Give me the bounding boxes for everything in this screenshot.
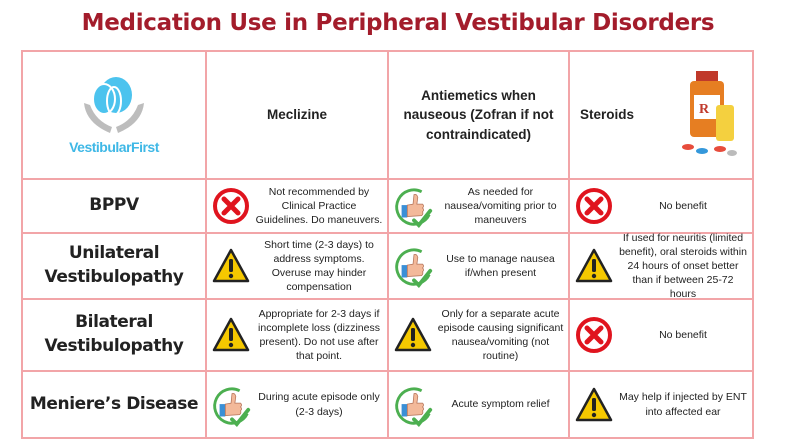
thumbs-up-check-icon [393,385,433,427]
column-header-antiemetics: Antiemetics when nauseous (Zofran if not… [388,51,569,179]
cell-text: No benefit [659,328,707,341]
table-cell: Not recommended by Clinical Practice Gui… [206,179,388,233]
column-header-meclizine: Meclizine [206,51,388,179]
table-cell: May help if injected by ENT into affecte… [569,371,753,438]
warning-icon [393,315,433,355]
table-cell: No benefit [569,299,753,371]
svg-text:R: R [699,102,710,117]
row-header: BPPV [22,179,206,233]
x-circle-icon [211,186,251,226]
warning-icon [574,246,614,286]
row-header: Meniere’s Disease [22,371,206,438]
cell-text: Appropriate for 2-3 days if incomplete l… [258,307,380,363]
cell-text: Use to manage nausea if/when present [446,252,555,279]
table-cell: If used for neuritis (limited benefit), … [569,231,753,301]
page-title: Medication Use in Peripheral Vestibular … [81,10,715,36]
cell-text: Short time (2-3 days) to address symptom… [264,238,374,294]
cell-text: Acute symptom relief [451,398,550,411]
warning-icon [574,385,614,425]
table-cell: No benefit [569,179,753,233]
medication-table: VestibularFirst Meclizine Antiemetics wh… [21,50,754,439]
cell-text: As needed for nausea/vomiting prior to m… [444,185,557,227]
cell-text: No benefit [659,199,707,212]
cell-text: During acute episode only (2-3 days) [258,391,380,418]
logo-hands-icon [83,77,144,133]
steroids-label: Steroids [580,107,635,123]
table-cell: Use to manage nausea if/when present [388,233,569,299]
table-cell: Appropriate for 2-3 days if incomplete l… [206,299,388,371]
warning-icon [211,315,251,355]
row-header: Bilateral Vestibulopathy [22,299,206,371]
cell-text: May help if injected by ENT into affecte… [619,391,747,418]
warning-icon [211,246,251,286]
x-circle-icon [574,315,614,355]
table-cell: Acute symptom relief [388,371,569,438]
column-header-steroids: Steroids R [569,51,753,179]
table-cell: As needed for nausea/vomiting prior to m… [388,179,569,233]
thumbs-up-check-icon [393,246,433,288]
table-cell: Only for a separate acute episode causin… [388,299,569,371]
thumbs-up-check-icon [211,385,251,427]
table-cell: Short time (2-3 days) to address symptom… [206,233,388,299]
logo-cell: VestibularFirst [22,51,206,179]
x-circle-icon [574,186,614,226]
vestibularfirst-logo: VestibularFirst [69,75,159,155]
logo-text: VestibularFirst [69,139,159,155]
medicine-bottles-icon: R [682,71,737,156]
cell-text: Only for a separate acute episode causin… [437,307,564,363]
thumbs-up-check-icon [393,186,433,228]
cell-text: Not recommended by Clinical Practice Gui… [255,185,383,227]
table-cell: During acute episode only (2-3 days) [206,371,388,438]
cell-text: If used for neuritis (limited benefit), … [619,231,747,301]
row-header: Unilateral Vestibulopathy [22,233,206,299]
